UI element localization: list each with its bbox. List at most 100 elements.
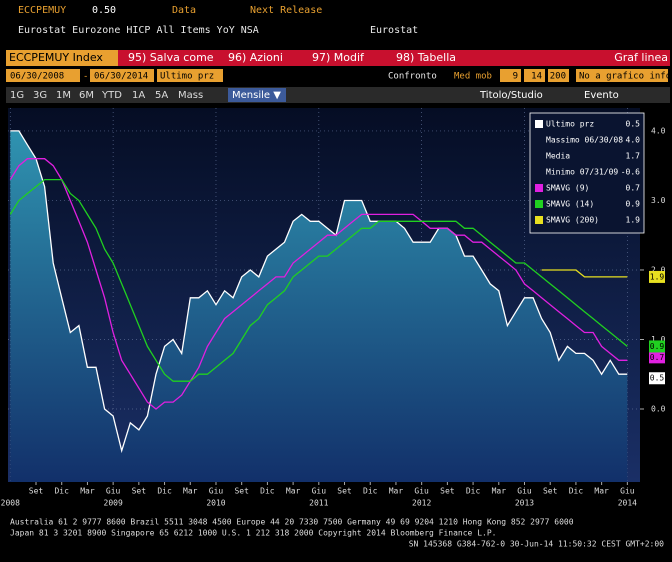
value-tag-label: 0.5 (650, 374, 665, 383)
frequency-box[interactable] (228, 88, 286, 102)
series-line (9, 178, 628, 382)
x-tick-label: Dic (260, 487, 275, 496)
field: Data (172, 5, 196, 16)
price-field[interactable]: Ultimo prz (160, 72, 214, 82)
legend-label: Ultimo prz (546, 120, 594, 129)
start-box[interactable] (6, 69, 80, 82)
info[interactable]: No a grafico info (579, 72, 671, 82)
x-tick-label: Set (132, 487, 147, 496)
legend-value: 1.9 (626, 216, 641, 225)
legend-value: 4.0 (626, 136, 641, 145)
legend (529, 112, 645, 234)
info-box[interactable] (576, 69, 668, 82)
series-line (9, 158, 628, 410)
range-button[interactable]: YTD (101, 90, 122, 101)
legend-swatch (535, 200, 543, 208)
period-box[interactable] (500, 69, 521, 82)
range-bar (6, 87, 670, 103)
x-tick-label: Set (29, 487, 44, 496)
start-date[interactable]: 06/30/2008 (10, 72, 64, 82)
y-tick-label: 1.0 (651, 335, 666, 344)
period[interactable]: 14 (531, 72, 542, 82)
study[interactable]: Titolo/Studio (479, 90, 543, 101)
chart-kind[interactable]: Graf linea (614, 51, 668, 64)
year-label: 2013 (515, 499, 534, 508)
x-tick-label: Giu (620, 487, 635, 496)
range-button[interactable]: Mass (178, 90, 203, 101)
frequency[interactable]: Mensile ▼ (232, 90, 281, 101)
value-tag (649, 270, 665, 283)
legend-label: SMAVG (200) (546, 216, 599, 225)
range-button[interactable]: 1M (56, 90, 71, 101)
legend-label: Media (546, 152, 570, 161)
menu-item[interactable]: 98) Tabella (396, 51, 456, 64)
x-tick-label: Mar (286, 487, 301, 496)
year-label: 2008 (1, 499, 20, 508)
x-tick-label: Giu (312, 487, 327, 496)
menu-item[interactable]: 95) Salva come (128, 51, 214, 64)
y-tick-label: 3.0 (651, 196, 666, 205)
x-tick-label: Mar (492, 487, 507, 496)
legend-swatch (535, 184, 543, 192)
x-tick-label: Dic (54, 487, 69, 496)
year-label: 2010 (206, 499, 225, 508)
end-box[interactable] (90, 69, 154, 82)
menu-bar (6, 50, 670, 66)
y-tick-label: 0.0 (651, 405, 666, 414)
event[interactable]: Evento (584, 90, 619, 101)
x-tick-label: Set (234, 487, 249, 496)
x-tick-label: Giu (414, 487, 429, 496)
period[interactable]: 9 (513, 72, 518, 82)
moving-avg: Med mob (454, 72, 492, 82)
x-tick-label: Set (337, 487, 352, 496)
year-label: 2012 (412, 499, 431, 508)
x-tick-label: Dic (363, 487, 378, 496)
x-tick-label: Dic (466, 487, 481, 496)
footer-line: Japan 81 3 3201 8900 Singapore 65 6212 1… (10, 529, 496, 538)
y-tick-label: 2.0 (651, 265, 666, 274)
range-button[interactable]: 1A (132, 90, 145, 101)
x-tick-label: Mar (183, 487, 198, 496)
legend-label: SMAVG (14) (546, 200, 594, 209)
x-tick-label: Mar (594, 487, 609, 496)
value-tag (649, 372, 665, 385)
period[interactable]: 200 (550, 72, 566, 82)
legend-label: Minimo 07/31/09 (546, 168, 618, 177)
legend-label: Massimo 06/30/08 (546, 136, 623, 145)
security[interactable]: ECCPEMUY Index (9, 51, 103, 64)
menu-item[interactable]: 96) Azioni (228, 51, 283, 64)
legend-value: 0.5 (626, 120, 641, 129)
x-tick-label: Dic (569, 487, 584, 496)
dash: - (83, 72, 88, 82)
legend-swatch (535, 216, 543, 224)
range-button[interactable]: 6M (79, 90, 94, 101)
value-tag-label: 0.9 (650, 342, 665, 351)
value-tag-label: 0.7 (650, 353, 665, 362)
field-box[interactable] (157, 69, 223, 82)
release: Next Release (250, 5, 322, 16)
x-tick-label: Mar (80, 487, 95, 496)
legend-value: 0.9 (626, 200, 641, 209)
legend-swatch (535, 120, 543, 128)
year-label: 2009 (104, 499, 123, 508)
legend-value: 0.7 (626, 184, 641, 193)
range-button[interactable]: 1G (10, 90, 24, 101)
compare[interactable]: Confronto (388, 72, 437, 82)
end-date[interactable]: 06/30/2014 (94, 72, 148, 82)
value-tag (649, 340, 665, 353)
period-box[interactable] (548, 69, 569, 82)
value-tag-label: 1.9 (650, 272, 665, 281)
period-box[interactable] (524, 69, 545, 82)
x-tick-label: Giu (517, 487, 532, 496)
x-tick-label: Set (440, 487, 455, 496)
range-button[interactable]: 3G (33, 90, 47, 101)
series-line (541, 269, 628, 278)
y-tick-label: 4.0 (651, 126, 666, 135)
security-box[interactable] (6, 50, 118, 66)
legend-label: SMAVG (9) (546, 184, 589, 193)
menu-item[interactable]: 97) Modif (312, 51, 365, 64)
ticker: ECCPEMUY (18, 5, 66, 16)
range-button[interactable]: 5A (155, 90, 168, 101)
footer-line: Australia 61 2 9777 8600 Brazil 5511 304… (10, 518, 574, 527)
